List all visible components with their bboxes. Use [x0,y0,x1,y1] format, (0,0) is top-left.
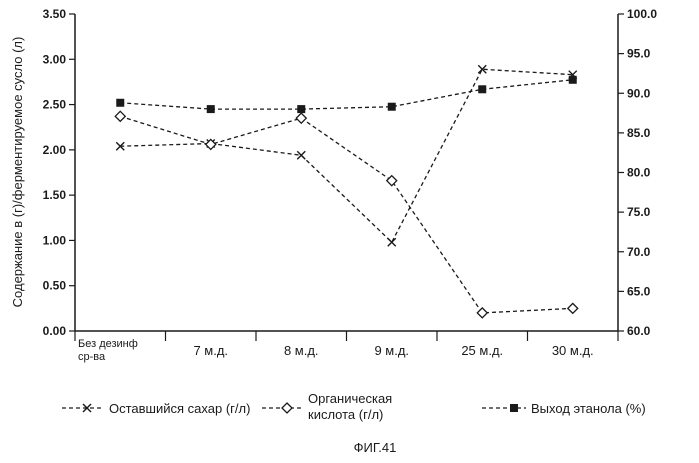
series-line [120,69,573,242]
right-y-tick-label: 100.0 [627,7,657,21]
series-line [120,80,573,109]
data-point [387,176,397,186]
legend-label: Оставшийся сахар (г/л) [109,401,250,416]
legend-label: Органическаякислота (г/л) [308,391,392,422]
data-point [297,151,305,159]
data-point [115,111,125,121]
data-point [388,238,396,246]
left-y-ticks: 0.00 0.50 1.00 1.50 2.00 2.50 3.00 3.50 [43,7,75,338]
right-y-tick-label: 90.0 [627,86,651,100]
right-y-tick-label: 60.0 [627,324,651,338]
left-y-tick-label: 1.50 [43,188,67,202]
right-y-ticks: 60.0 65.0 70.0 75.0 80.0 85.0 90.0 95.0 100.0 [618,7,657,338]
right-y-tick-label: 65.0 [627,284,651,298]
left-y-tick-label: 2.00 [43,143,67,157]
x-tick-label: Без дезинфср-ва [78,338,138,363]
data-point [568,303,578,313]
figure-caption: ФИГ.41 [354,440,397,455]
data-point [297,105,305,113]
data-point [569,76,577,84]
series-3 [116,76,577,113]
left-y-tick-label: 1.00 [43,233,67,247]
data-point [207,105,215,113]
data-point [478,85,486,93]
series-2 [115,111,578,318]
legend-item: Выход этанола (%) [482,401,646,416]
data-point [296,113,306,123]
right-y-tick-label: 85.0 [627,126,651,140]
legend: Оставшийся сахар (г/л) Органическаякислот… [62,391,646,422]
x-ticks: Без дезинфср-ва 7 м.д. 8 м.д. 9 м.д. 25 м.д.… [75,331,618,363]
legend-marker [510,404,518,412]
x-tick-label: 30 м.д. [552,343,594,358]
data-point [477,308,487,318]
left-y-tick-label: 3.00 [43,52,67,66]
series-layer [115,65,578,318]
axes [75,14,618,331]
x-tick-label: 8 м.д. [284,343,319,358]
left-y-tick-label: 0.00 [43,324,67,338]
left-y-tick-label: 3.50 [43,7,67,21]
right-y-tick-label: 70.0 [627,245,651,259]
left-y-tick-label: 2.50 [43,98,67,112]
x-tick-label: 25 м.д. [461,343,503,358]
right-y-tick-label: 75.0 [627,205,651,219]
x-tick-label: 9 м.д. [374,343,409,358]
legend-item: Органическаякислота (г/л) [262,391,392,422]
right-y-tick-label: 95.0 [627,47,651,61]
legend-label: Выход этанола (%) [531,401,646,416]
right-y-tick-label: 80.0 [627,166,651,180]
x-tick-label: 7 м.д. [193,343,228,358]
data-point [388,103,396,111]
legend-marker [282,403,292,413]
y-axis-label: Содержание в (г)/ферментируемое сусло (л… [10,37,25,308]
left-y-tick-label: 0.50 [43,279,67,293]
data-point [116,99,124,107]
series-1 [116,65,577,246]
legend-item: Оставшийся сахар (г/л) [62,401,250,416]
series-line [120,116,573,313]
